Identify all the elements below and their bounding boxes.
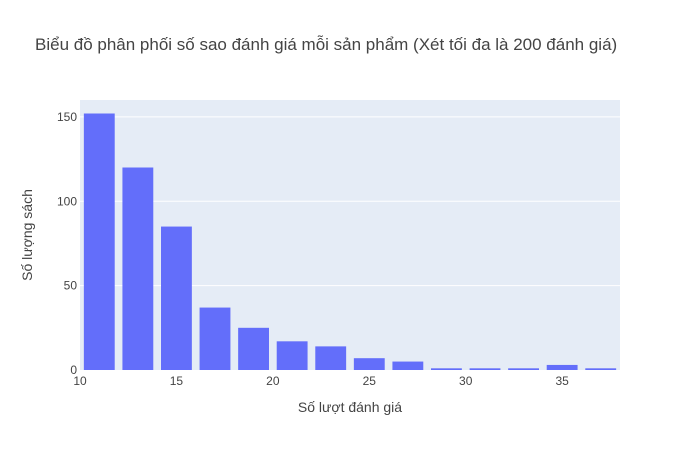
- bar: [199, 307, 231, 370]
- x-tick-label: 30: [459, 374, 473, 388]
- y-tick-label: 0: [70, 363, 77, 377]
- bar: [238, 327, 269, 370]
- bar: [161, 226, 192, 370]
- bar: [392, 361, 424, 370]
- bar: [546, 364, 578, 370]
- x-tick-label: 35: [555, 374, 569, 388]
- bar: [122, 167, 154, 370]
- bar: [585, 368, 617, 370]
- bar: [469, 368, 501, 370]
- chart-title: Biểu đồ phân phối số sao đánh giá mỗi sả…: [35, 35, 617, 54]
- y-axis-label: Số lượng sách: [19, 189, 35, 281]
- x-tick-label: 25: [363, 374, 377, 388]
- x-tick-label: 10: [73, 374, 87, 388]
- bar: [83, 113, 115, 370]
- bar: [353, 358, 385, 370]
- y-tick-label: 50: [64, 279, 78, 293]
- x-axis-label: Số lượt đánh giá: [298, 399, 402, 415]
- x-tick-label: 15: [170, 374, 184, 388]
- bar: [431, 368, 462, 370]
- bar: [508, 368, 539, 370]
- y-tick-label: 100: [57, 194, 77, 208]
- y-axis-ticks: 0 50 100 150: [57, 110, 77, 377]
- bars: [83, 113, 617, 370]
- x-tick-label: 20: [266, 374, 280, 388]
- bar: [276, 341, 308, 370]
- bar: [315, 346, 347, 370]
- x-axis-ticks: 10 15 20 25 30 35: [73, 374, 569, 388]
- y-tick-label: 150: [57, 110, 77, 124]
